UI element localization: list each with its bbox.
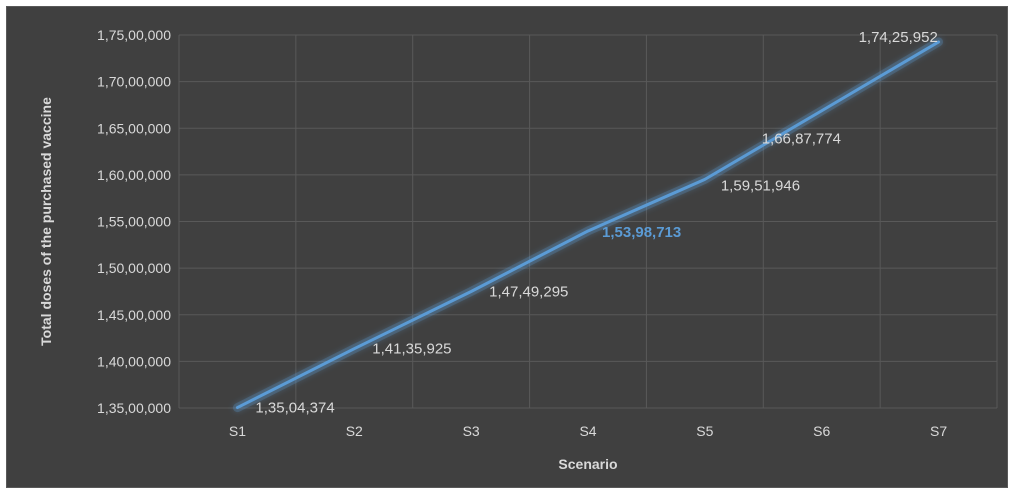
data-labels: 1,35,04,374 1,41,35,925 1,47,49,295 1,53,98…	[255, 29, 937, 417]
data-label: 1,74,25,952	[859, 29, 938, 46]
x-tick-label: S2	[346, 423, 363, 439]
y-tick-label: 1,35,00,000	[97, 400, 171, 416]
y-axis-title: Total doses of the purchased vaccine	[38, 97, 54, 346]
y-tick-label: 1,45,00,000	[97, 307, 171, 323]
series-line	[235, 40, 941, 410]
y-tick-label: 1,60,00,000	[97, 167, 171, 183]
data-label: 1,66,87,774	[762, 131, 841, 148]
gridlines	[178, 34, 998, 409]
x-tick-label: S7	[930, 423, 947, 439]
y-tick-label: 1,75,00,000	[97, 27, 171, 43]
chart-area: 1,35,00,000 1,40,00,000 1,45,00,000 1,50,00…	[6, 6, 1008, 488]
x-tick-labels: S1 S2 S3 S4 S5 S6 S7	[229, 423, 947, 439]
data-label: 1,47,49,295	[489, 284, 568, 301]
y-tick-label: 1,65,00,000	[97, 120, 171, 136]
data-label: 1,53,98,713	[602, 224, 681, 241]
data-label: 1,35,04,374	[255, 400, 334, 417]
y-tick-label: 1,50,00,000	[97, 260, 171, 276]
line-chart: 1,35,00,000 1,40,00,000 1,45,00,000 1,50,00…	[38, 27, 998, 472]
series-line-glow	[232, 37, 944, 413]
y-tick-labels: 1,35,00,000 1,40,00,000 1,45,00,000 1,50,00…	[97, 27, 171, 416]
x-tick-label: S5	[696, 423, 713, 439]
x-tick-label: S6	[813, 423, 830, 439]
x-tick-label: S4	[579, 423, 596, 439]
data-label: 1,41,35,925	[372, 341, 451, 358]
series	[232, 37, 944, 413]
y-tick-label: 1,55,00,000	[97, 214, 171, 230]
x-tick-label: S3	[463, 423, 480, 439]
y-tick-label: 1,40,00,000	[97, 353, 171, 369]
x-axis-title: Scenario	[558, 456, 617, 472]
y-tick-label: 1,70,00,000	[97, 74, 171, 90]
x-tick-label: S1	[229, 423, 246, 439]
data-label: 1,59,51,946	[721, 177, 800, 194]
